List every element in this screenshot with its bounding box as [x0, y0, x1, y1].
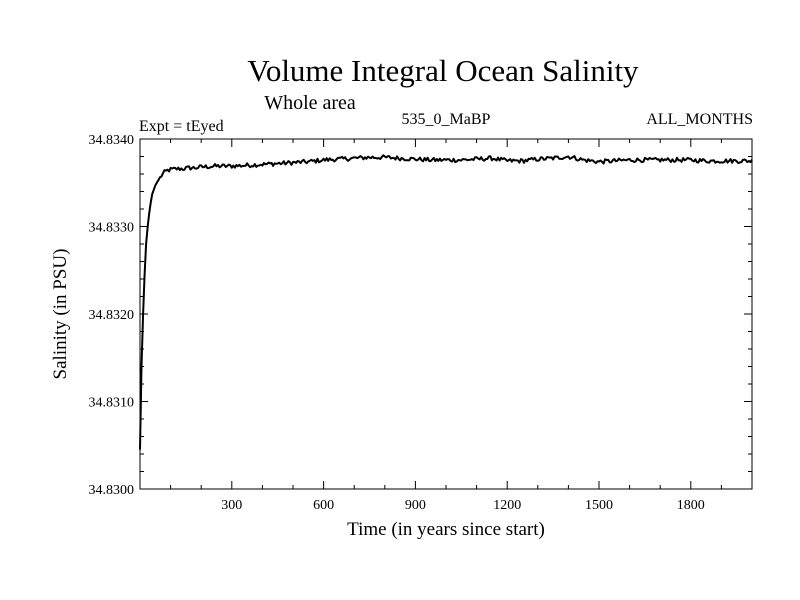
run-label: 535_0_MaBP — [402, 111, 491, 128]
x-tick-label: 1800 — [677, 498, 705, 513]
tick-marks — [140, 138, 752, 490]
plot-frame — [139, 138, 753, 490]
x-tick-labels: 300 600 900 1200 1500 1800 — [221, 498, 705, 513]
y-tick-labels: 34.8300 34.8310 34.8320 34.8330 34.8340 — [89, 133, 135, 498]
chart-subtitle: Whole area — [264, 92, 356, 114]
y-tick-label: 34.8300 — [89, 483, 135, 498]
y-tick-label: 34.8340 — [89, 133, 135, 148]
x-tick-label: 300 — [221, 498, 242, 513]
chart-title: Volume Integral Ocean Salinity — [247, 53, 639, 88]
y-axis-label: Salinity (in PSU) — [50, 249, 71, 380]
x-tick-label: 1500 — [585, 498, 613, 513]
salinity-series-line — [139, 154, 753, 450]
x-tick-label: 1200 — [493, 498, 521, 513]
y-tick-label: 34.8320 — [89, 308, 135, 323]
x-tick-label: 900 — [405, 498, 426, 513]
expt-label: Expt = tEyed — [139, 118, 224, 135]
y-tick-label: 34.8330 — [89, 221, 135, 236]
x-tick-label: 600 — [313, 498, 334, 513]
y-tick-label: 34.8310 — [89, 396, 135, 411]
x-axis-label: Time (in years since start) — [347, 519, 545, 540]
months-label: ALL_MONTHS — [646, 111, 753, 128]
